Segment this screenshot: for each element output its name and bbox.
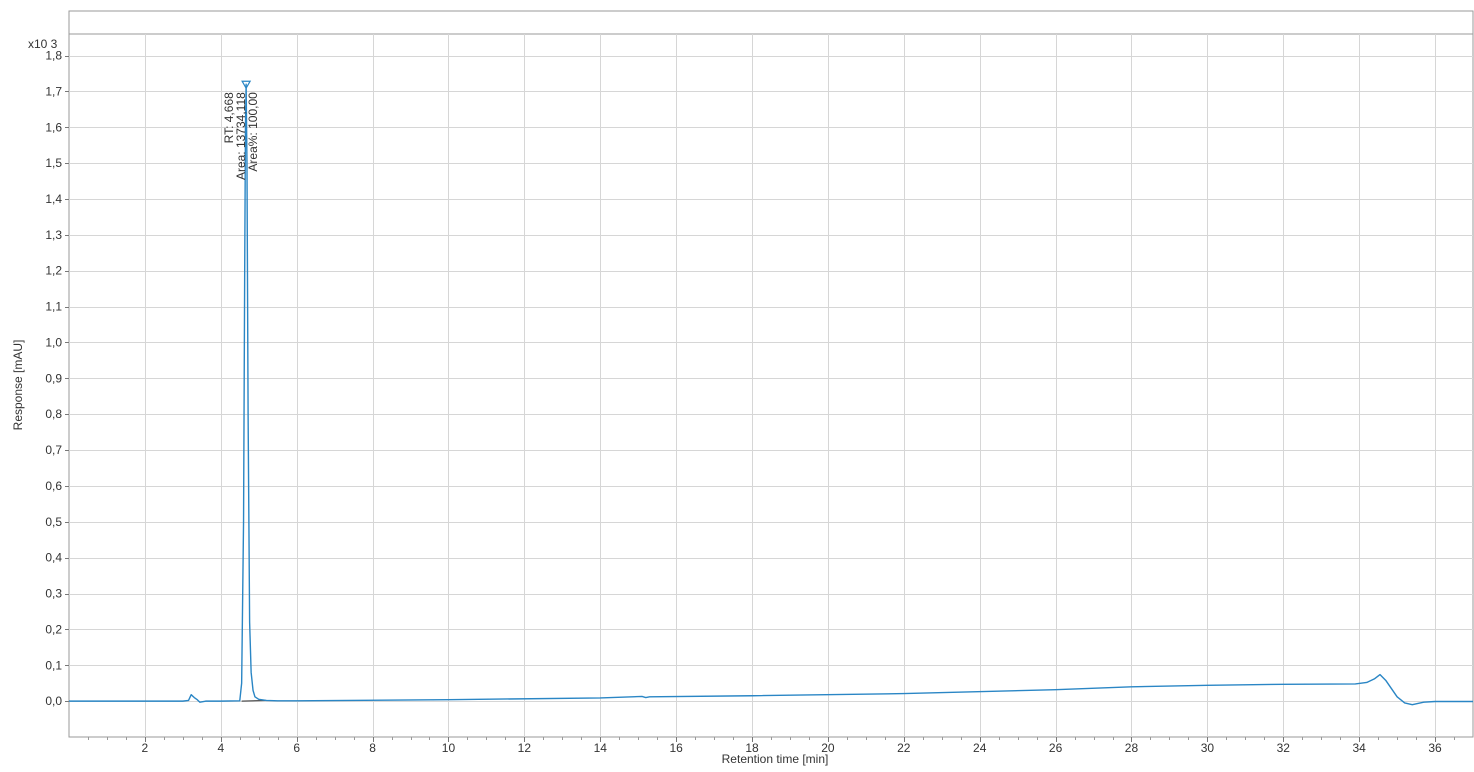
y-tick-label: 1,4	[45, 192, 62, 206]
series-line-0	[69, 83, 1473, 706]
x-axis-label: Retention time [min]	[722, 752, 829, 766]
y-multiplier-label: x10 3	[28, 37, 58, 51]
x-minor-ticks	[88, 737, 1455, 742]
y-tick-label: 1,3	[45, 228, 62, 242]
y-tick-label: 1,2	[45, 264, 62, 278]
x-tick-label: 22	[897, 741, 911, 755]
y-tick-labels: 0,0 0,1 0,2 0,3 0,4 0,5 0,6 0,7 0,8 0,9 1,0 1,1 1,2 1…	[45, 49, 62, 709]
x-tick-label: 34	[1352, 741, 1366, 755]
x-tick-label: 8	[369, 741, 376, 755]
x-tick-label: 12	[518, 741, 532, 755]
y-tick-label: 0,0	[45, 694, 62, 708]
x-tick-label: 30	[1201, 741, 1215, 755]
peak-label: Area%: 100,00	[246, 92, 260, 172]
y-tick-label: 0,3	[45, 587, 62, 601]
grid-lines	[65, 34, 1473, 737]
y-tick-label: 0,4	[45, 551, 62, 565]
y-tick-label: 0,8	[45, 407, 62, 421]
x-tick-labels: 2 4 6 8 10 12 14 16 18 20 22 24 26 28 30 32 34 36	[142, 741, 1443, 755]
y-tick-label: 1,6	[45, 120, 62, 134]
x-tick-label: 2	[142, 741, 149, 755]
y-tick-label: 1,0	[45, 335, 62, 349]
x-tick-label: 18	[745, 741, 759, 755]
y-tick-label: 0,9	[45, 371, 62, 385]
x-tick-label: 20	[821, 741, 835, 755]
y-tick-label: 1,5	[45, 156, 62, 170]
peak-marker	[241, 80, 252, 90]
x-tick-label: 24	[973, 741, 987, 755]
y-tick-label: 1,1	[45, 300, 62, 314]
x-tick-label: 28	[1125, 741, 1139, 755]
plot-area	[68, 33, 1474, 738]
y-tick-label: 1,7	[45, 84, 62, 98]
y-tick-label: 0,1	[45, 658, 62, 672]
series-layer	[69, 83, 1473, 706]
x-tick-label: 6	[293, 741, 300, 755]
x-tick-label: 36	[1428, 741, 1442, 755]
y-tick-label: 0,5	[45, 515, 62, 529]
peak-label: Area: 13734,118	[234, 92, 248, 180]
y-axis-label: Response [mAU]	[11, 340, 25, 431]
x-tick-label: 32	[1277, 741, 1291, 755]
y-tick-label: 0,6	[45, 479, 62, 493]
peak-label: RT: 4,668	[222, 92, 236, 143]
top-panel	[68, 10, 1474, 35]
x-tick-label: 14	[594, 741, 608, 755]
y-tick-label: 0,7	[45, 443, 62, 457]
y-tick-label: 0,2	[45, 622, 62, 636]
x-tick-label: 10	[442, 741, 456, 755]
x-tick-label: 26	[1049, 741, 1063, 755]
x-tick-label: 4	[217, 741, 224, 755]
x-tick-label: 16	[669, 741, 683, 755]
y-tick-label: 1,8	[45, 49, 62, 63]
